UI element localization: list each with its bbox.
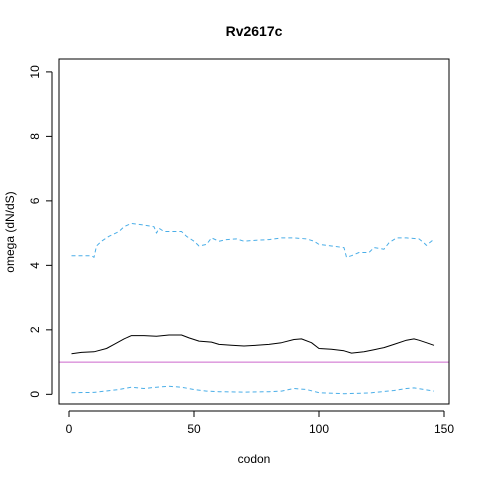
axes-layer: 0 50 100 150 0 2 4 6 8 10 <box>28 65 454 436</box>
y-axis-label: omega (dN/dS) <box>3 191 17 272</box>
y-tick-label: 2 <box>28 326 42 333</box>
series-line-2 <box>71 385 435 395</box>
x-tick-label: 100 <box>309 422 329 436</box>
x-tick-label: 50 <box>187 422 201 436</box>
x-tick-label: 150 <box>434 422 454 436</box>
plot-frame <box>58 58 450 405</box>
series-line-0 <box>71 334 435 355</box>
y-tick-label: 4 <box>28 262 42 269</box>
y-tick-label: 10 <box>28 65 42 79</box>
series-line-1 <box>71 222 435 258</box>
x-tick-label: 0 <box>66 422 73 436</box>
x-axis-label: codon <box>238 452 271 466</box>
y-tick-label: 8 <box>28 133 42 140</box>
series-layer <box>59 222 449 395</box>
chart-title: Rv2617c <box>226 23 283 39</box>
y-tick-label: 6 <box>28 197 42 204</box>
y-tick-label: 0 <box>28 391 42 398</box>
